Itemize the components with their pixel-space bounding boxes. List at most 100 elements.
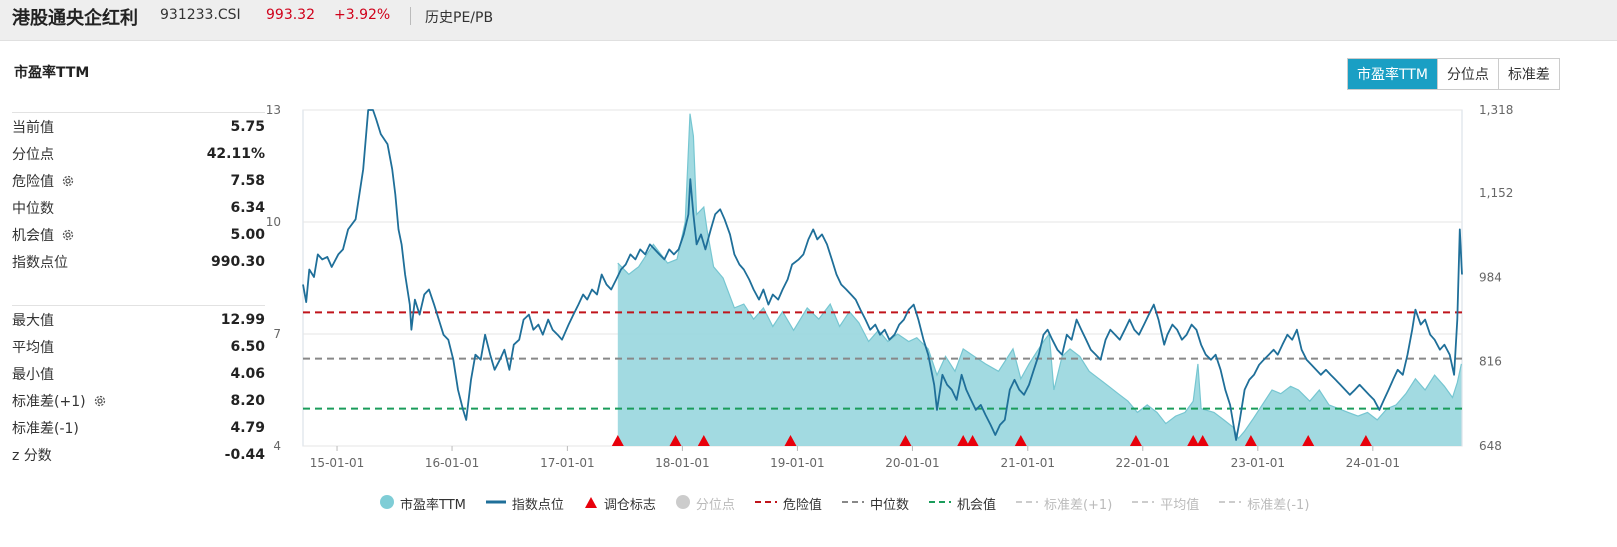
legend-dash-icon bbox=[841, 495, 864, 513]
pe-line bbox=[617, 113, 1462, 440]
legend-item[interactable]: 机会值 bbox=[928, 494, 996, 513]
rebalance-marker bbox=[1302, 435, 1315, 446]
index-price: 993.32 bbox=[266, 7, 315, 23]
stat-value: 6.34 bbox=[230, 199, 265, 216]
stat-label: 平均值 bbox=[12, 339, 54, 356]
stat-row: 标准差(+1) 8.20 bbox=[12, 387, 265, 414]
legend-label: 市盈率TTM bbox=[400, 498, 466, 513]
stat-value: 42.11% bbox=[206, 145, 265, 162]
tab-std-dev[interactable]: 标准差 bbox=[1497, 59, 1559, 89]
stat-value: 12.99 bbox=[220, 311, 265, 328]
stat-label: 最大值 bbox=[12, 312, 54, 329]
stat-value: -0.44 bbox=[224, 446, 265, 463]
pe-chart: 4 7 10 13 648 816 984 1,152 1,318 15-01-01 16-01-0… bbox=[266, 103, 1514, 470]
header-bar: 港股通央企红利 931233.CSI 993.32 +3.92% 历史PE/PB bbox=[0, 0, 1617, 41]
legend-label: 中位数 bbox=[869, 498, 909, 513]
y-left-tick-label: 13 bbox=[266, 103, 281, 117]
history-pe-pb-link[interactable]: 历史PE/PB bbox=[425, 10, 494, 26]
legend-triangle-icon bbox=[584, 495, 598, 513]
legend-label: 平均值 bbox=[1160, 498, 1200, 513]
tab-pe-ttm[interactable]: 市盈率TTM bbox=[1348, 59, 1437, 89]
x-tick-label: 15-01-01 bbox=[310, 456, 364, 470]
stat-value: 4.06 bbox=[230, 365, 265, 382]
legend-dash-icon bbox=[1219, 495, 1242, 513]
legend-dash-icon bbox=[928, 495, 951, 513]
stat-label: 机会值 bbox=[12, 225, 75, 245]
rebalance-marker bbox=[966, 435, 979, 446]
stat-label: 标准差(-1) bbox=[12, 420, 79, 437]
y-left-tick-label: 7 bbox=[273, 327, 281, 341]
stats-top-group: 当前值 5.75 分位点 42.11% 危险值 7.58 中位数 6.34 机会值 5.00 指数点… bbox=[12, 113, 265, 275]
stat-row: 指数点位 990.30 bbox=[12, 248, 265, 275]
stat-row: 危险值 7.58 bbox=[12, 167, 265, 194]
rebalance-marker bbox=[899, 435, 912, 446]
header-divider bbox=[410, 7, 411, 25]
legend-label: 标准差(+1) bbox=[1043, 498, 1113, 513]
legend-item[interactable]: 标准差(-1) bbox=[1219, 494, 1309, 513]
stats-divider bbox=[12, 305, 265, 306]
y-right-tick-label: 816 bbox=[1479, 355, 1502, 369]
legend-label: 危险值 bbox=[782, 498, 822, 513]
pe-area bbox=[617, 113, 1462, 446]
stat-label: 标准差(+1) bbox=[12, 391, 107, 411]
stat-row: 中位数 6.34 bbox=[12, 194, 265, 221]
legend-item[interactable]: 中位数 bbox=[841, 494, 909, 513]
legend-dash-icon bbox=[1015, 495, 1038, 513]
rebalance-marker bbox=[784, 435, 797, 446]
y-left-tick-label: 4 bbox=[273, 439, 281, 453]
stat-row: 标准差(-1) 4.79 bbox=[12, 414, 265, 441]
stat-value: 6.50 bbox=[230, 338, 265, 355]
stats-divider bbox=[12, 112, 265, 113]
legend-item[interactable]: 指数点位 bbox=[485, 494, 564, 513]
gear-icon[interactable] bbox=[61, 174, 75, 188]
stat-value: 7.58 bbox=[230, 172, 265, 189]
rebalance-marker bbox=[1196, 435, 1209, 446]
x-tick-label: 16-01-01 bbox=[425, 456, 479, 470]
stat-row: 最大值 12.99 bbox=[12, 306, 265, 333]
rebalance-marker bbox=[611, 435, 624, 446]
x-tick-label: 23-01-01 bbox=[1231, 456, 1285, 470]
rebalance-marker bbox=[697, 435, 710, 446]
rebalance-marker bbox=[1244, 435, 1257, 446]
legend-label: 机会值 bbox=[956, 498, 996, 513]
legend-dash-icon bbox=[1132, 495, 1155, 513]
stat-value: 5.75 bbox=[230, 118, 265, 135]
stat-row: 平均值 6.50 bbox=[12, 333, 265, 360]
legend-dot-icon bbox=[380, 494, 394, 513]
rebalance-marker bbox=[669, 435, 682, 446]
stat-label: 分位点 bbox=[12, 146, 54, 163]
y-right-tick-label: 648 bbox=[1479, 439, 1502, 453]
legend-line-icon bbox=[485, 495, 506, 513]
stat-row: 机会值 5.00 bbox=[12, 221, 265, 248]
rebalance-marker bbox=[1129, 435, 1142, 446]
legend-item[interactable]: 市盈率TTM bbox=[380, 494, 466, 513]
rebalance-marker bbox=[1359, 435, 1372, 446]
index-line bbox=[302, 109, 1463, 441]
x-tick-label: 21-01-01 bbox=[1001, 456, 1055, 470]
legend-label: 分位点 bbox=[695, 498, 735, 513]
legend-item[interactable]: 分位点 bbox=[675, 494, 735, 513]
stat-row: z 分数 -0.44 bbox=[12, 441, 265, 468]
stat-row: 分位点 42.11% bbox=[12, 140, 265, 167]
legend-item[interactable]: 标准差(+1) bbox=[1015, 494, 1113, 513]
index-name: 港股通央企红利 bbox=[12, 8, 138, 29]
x-tick-label: 20-01-01 bbox=[885, 456, 939, 470]
index-change: +3.92% bbox=[334, 7, 391, 23]
legend-item[interactable]: 平均值 bbox=[1132, 494, 1199, 513]
legend-item[interactable]: 调仓标志 bbox=[584, 494, 656, 513]
section-title: 市盈率TTM bbox=[14, 65, 90, 81]
stats-bottom-group: 最大值 12.99 平均值 6.50 最小值 4.06 标准差(+1) 8.20 标准差(-1)… bbox=[12, 306, 265, 468]
legend-label: 标准差(-1) bbox=[1247, 498, 1310, 513]
gear-icon[interactable] bbox=[93, 394, 107, 408]
y-right-tick-label: 1,318 bbox=[1479, 103, 1513, 117]
gear-icon[interactable] bbox=[61, 228, 75, 242]
x-tick-label: 24-01-01 bbox=[1346, 456, 1400, 470]
y-left-tick-label: 10 bbox=[266, 215, 281, 229]
stat-row: 最小值 4.06 bbox=[12, 360, 265, 387]
x-tick-label: 17-01-01 bbox=[540, 456, 594, 470]
tab-percentile[interactable]: 分位点 bbox=[1436, 59, 1498, 89]
stat-label: z 分数 bbox=[12, 447, 52, 464]
legend-label: 指数点位 bbox=[511, 498, 564, 513]
stat-label: 指数点位 bbox=[12, 254, 68, 271]
legend-item[interactable]: 危险值 bbox=[754, 494, 822, 513]
